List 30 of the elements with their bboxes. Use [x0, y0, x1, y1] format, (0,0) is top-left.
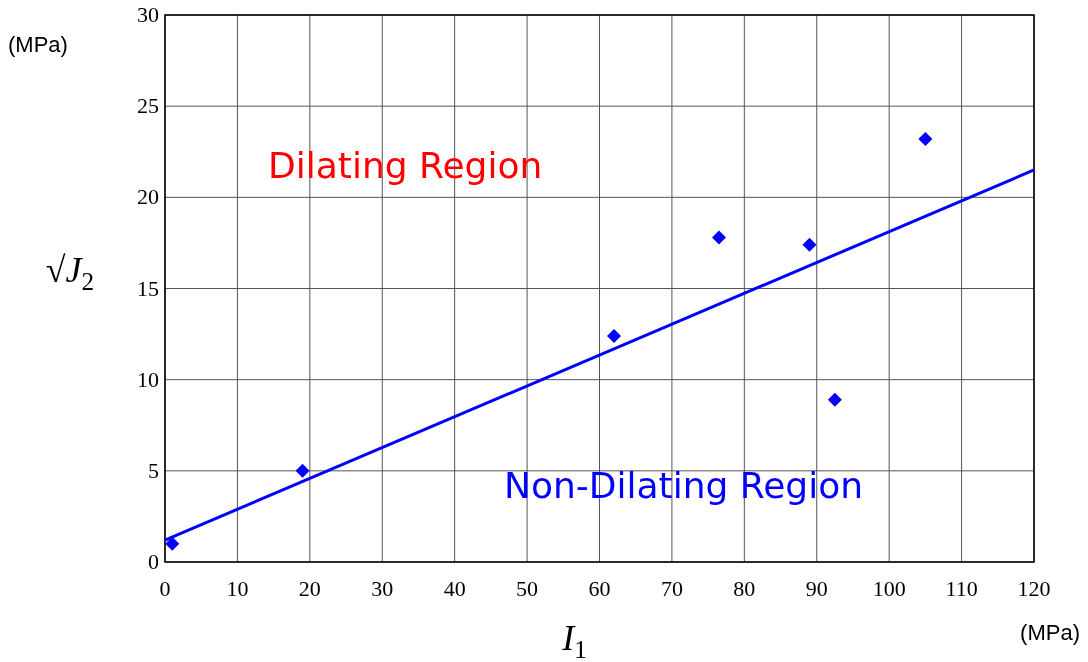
x-tick-label: 80: [733, 576, 756, 601]
y-tick-label: 20: [137, 184, 159, 210]
x-tick-label: 110: [945, 576, 978, 601]
text: (MPa): [1020, 620, 1080, 645]
point: [606, 328, 621, 343]
x-tick-label: 60: [588, 576, 611, 601]
x-tick-label: 40: [443, 576, 466, 601]
x-tick-label: 90: [805, 576, 828, 601]
text: (MPa): [8, 32, 68, 57]
x-tick-label: 120: [1017, 576, 1051, 601]
y-tick-label: 10: [137, 366, 159, 392]
x-tick-label: 100: [872, 576, 906, 601]
y-tick-label: 5: [148, 457, 159, 483]
point: [918, 131, 933, 146]
x-tick-label: 70: [660, 576, 683, 601]
point: [802, 237, 817, 252]
y-tick-label: 30: [137, 2, 159, 27]
point: [711, 230, 726, 245]
y-tick-label: 25: [137, 93, 159, 119]
point: [295, 463, 310, 478]
point: [165, 536, 180, 551]
y-tick-label: 15: [137, 275, 159, 301]
x-tick-label: 30: [371, 576, 394, 601]
y-tick-label: 0: [148, 549, 159, 574]
x-axis-title: I$_{1}$: [561, 618, 587, 662]
x-tick-label: 10: [226, 576, 249, 601]
x-tick-label: 20: [298, 576, 321, 601]
x-tick-label: 50: [516, 576, 539, 601]
y-axis-title: √J$_{2}$: [45, 250, 95, 295]
point: [827, 392, 842, 407]
